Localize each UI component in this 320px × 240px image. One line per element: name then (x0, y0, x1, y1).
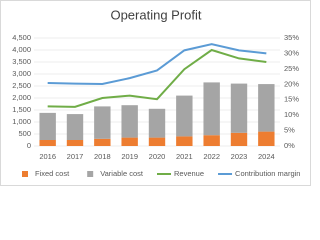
y-tick-label: 4,000 (12, 45, 31, 54)
legend-swatch (87, 171, 94, 177)
y2-tick-label: 5% (284, 126, 295, 135)
bar (148, 108, 166, 138)
bar (203, 82, 220, 136)
y-tick-label: 1,500 (12, 105, 31, 114)
x-tick-label: 2022 (203, 152, 220, 161)
y-tick-label: 2,500 (12, 81, 31, 90)
x-tick-label: 2018 (94, 152, 111, 161)
y-tick-label: 500 (18, 129, 31, 138)
bar (94, 106, 111, 139)
bar (39, 140, 56, 146)
y2-tick-label: 25% (284, 64, 299, 73)
bar (230, 132, 248, 146)
x-tick-label: 2023 (231, 152, 248, 161)
bar (121, 137, 138, 146)
x-tick-label: 2021 (176, 152, 193, 161)
line (47, 48, 267, 108)
x-tick-label: 2019 (121, 152, 138, 161)
y2-tick-label: 0% (284, 141, 295, 150)
y2-tick-label: 15% (284, 95, 299, 104)
bar (121, 105, 138, 138)
bar (230, 83, 248, 133)
y2-tick-label: 20% (284, 79, 299, 88)
y-tick-label: 3,000 (12, 69, 31, 78)
y-tick-label: 3,500 (12, 57, 31, 66)
x-tick-label: 2016 (39, 152, 56, 161)
legend-label: Revenue (174, 169, 204, 178)
bar (203, 135, 220, 146)
y2-tick-label: 10% (284, 110, 299, 119)
bar (176, 136, 193, 146)
legend-label: Contribution margin (235, 169, 300, 178)
x-tick-label: 2017 (67, 152, 84, 161)
x-tick-label: 2020 (149, 152, 166, 161)
y-tick-label: 2,000 (12, 93, 31, 102)
y2-tick-label: 30% (284, 48, 299, 57)
chart: Operating Profit 0 500 1,000 1,500 2,000 2,50… (0, 0, 311, 186)
chart-title: Operating Profit (110, 7, 201, 22)
bar (39, 112, 56, 140)
bar (94, 138, 111, 146)
legend-label: Variable cost (100, 169, 144, 178)
bar (176, 95, 193, 137)
line (47, 43, 267, 85)
legend-swatch (22, 171, 28, 177)
bar (258, 131, 275, 146)
legend-label: Fixed cost (35, 169, 70, 178)
bar (258, 84, 275, 132)
y-tick-label: 0 (27, 141, 31, 150)
x-tick-label: 2024 (258, 152, 275, 161)
y2-tick-label: 35% (284, 33, 299, 42)
y-tick-label: 1,000 (12, 117, 31, 126)
bar (66, 114, 84, 140)
bar (66, 140, 84, 146)
bar (148, 137, 166, 146)
y-tick-label: 4,500 (12, 33, 31, 42)
